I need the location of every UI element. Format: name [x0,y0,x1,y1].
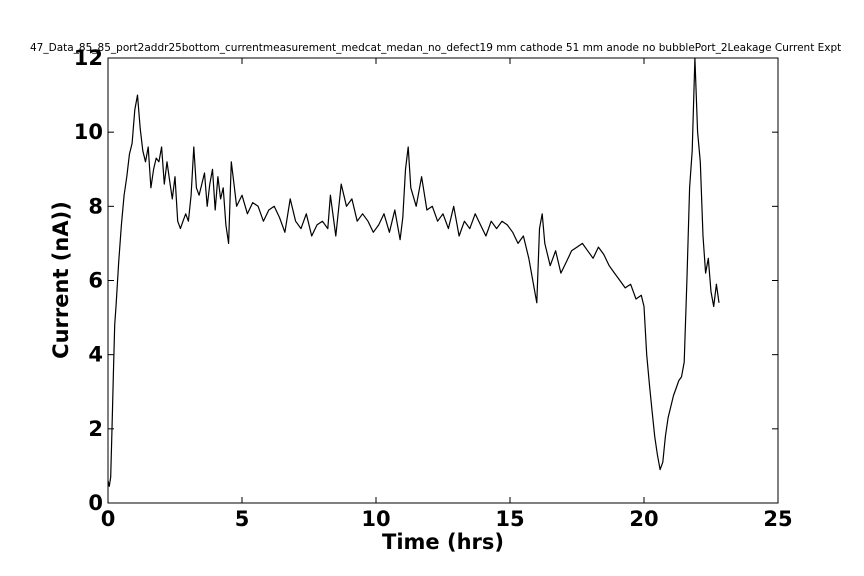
x-tick-label: 5 [235,507,250,531]
y-tick-label: 0 [88,491,103,515]
series-line [107,57,720,487]
x-tick-label: 0 [101,507,116,531]
x-axis-label: Time (hrs) [382,530,504,554]
y-tick-label: 10 [74,120,103,144]
y-axis-label: Current (nA)) [49,201,73,359]
y-tick-label: 6 [88,269,103,293]
axis-ticks: 0 5 10 15 20 25 0 2 4 6 8 10 12 [74,46,793,531]
x-tick-label: 25 [763,507,792,531]
plot-area [107,57,779,504]
y-tick-label: 8 [88,194,103,218]
x-tick-label: 20 [629,507,658,531]
x-tick-label: 15 [495,507,524,531]
y-tick-label: 12 [74,46,103,70]
chart-title: 47_Data_85_85_port2addr25bottom_currentm… [30,42,841,54]
y-tick-label: 4 [88,343,103,367]
x-tick-label: 10 [361,507,390,531]
y-tick-label: 2 [88,417,103,441]
